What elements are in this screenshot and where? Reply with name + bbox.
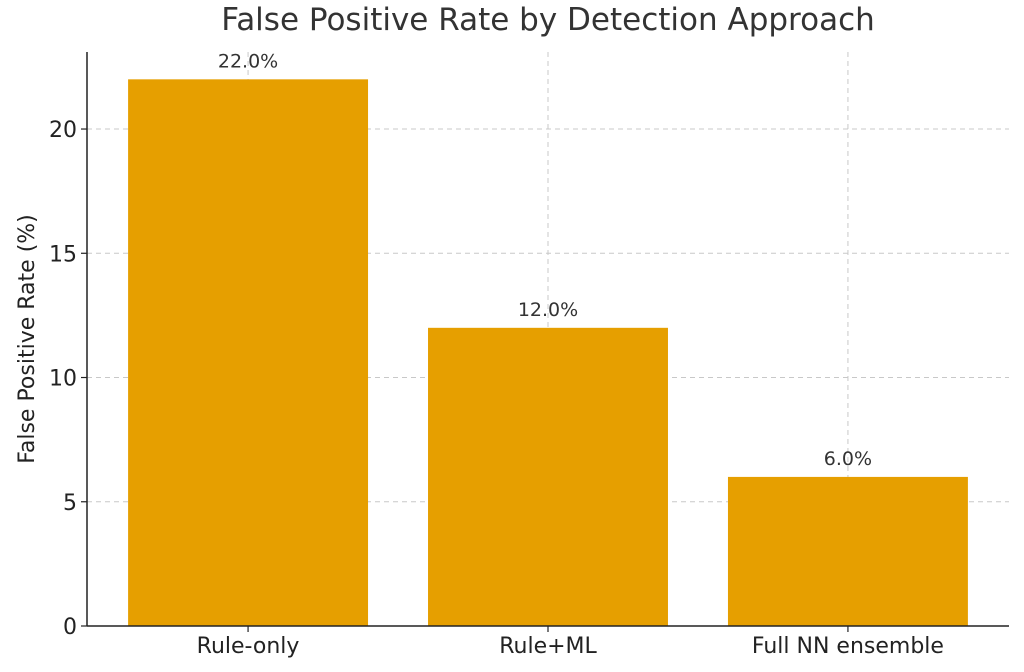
data-labels: 22.0% 12.0% 6.0% xyxy=(218,50,872,470)
axes: 0 5 10 15 20 Rule-only Rule+ML Full NN ensemble xyxy=(49,52,1009,659)
bar-full-nn-ensemble xyxy=(727,476,968,626)
chart-title: False Positive Rate by Detection Approac… xyxy=(221,2,875,38)
bars xyxy=(128,79,968,627)
data-label: 6.0% xyxy=(824,448,872,470)
x-tick-label: Rule-only xyxy=(197,634,300,659)
y-axis-label: False Positive Rate (%) xyxy=(15,214,40,464)
bar-rule-ml xyxy=(428,327,668,626)
bar-rule-only xyxy=(128,79,369,627)
y-tick-label: 5 xyxy=(63,491,77,516)
data-label: 22.0% xyxy=(218,50,278,72)
data-label: 12.0% xyxy=(518,299,578,321)
y-tick-label: 15 xyxy=(49,242,77,267)
y-tick-label: 0 xyxy=(63,615,77,640)
x-tick-label: Rule+ML xyxy=(499,634,597,659)
y-tick-label: 20 xyxy=(49,118,77,143)
y-tick-label: 10 xyxy=(49,367,77,392)
x-tick-label: Full NN ensemble xyxy=(752,634,944,659)
